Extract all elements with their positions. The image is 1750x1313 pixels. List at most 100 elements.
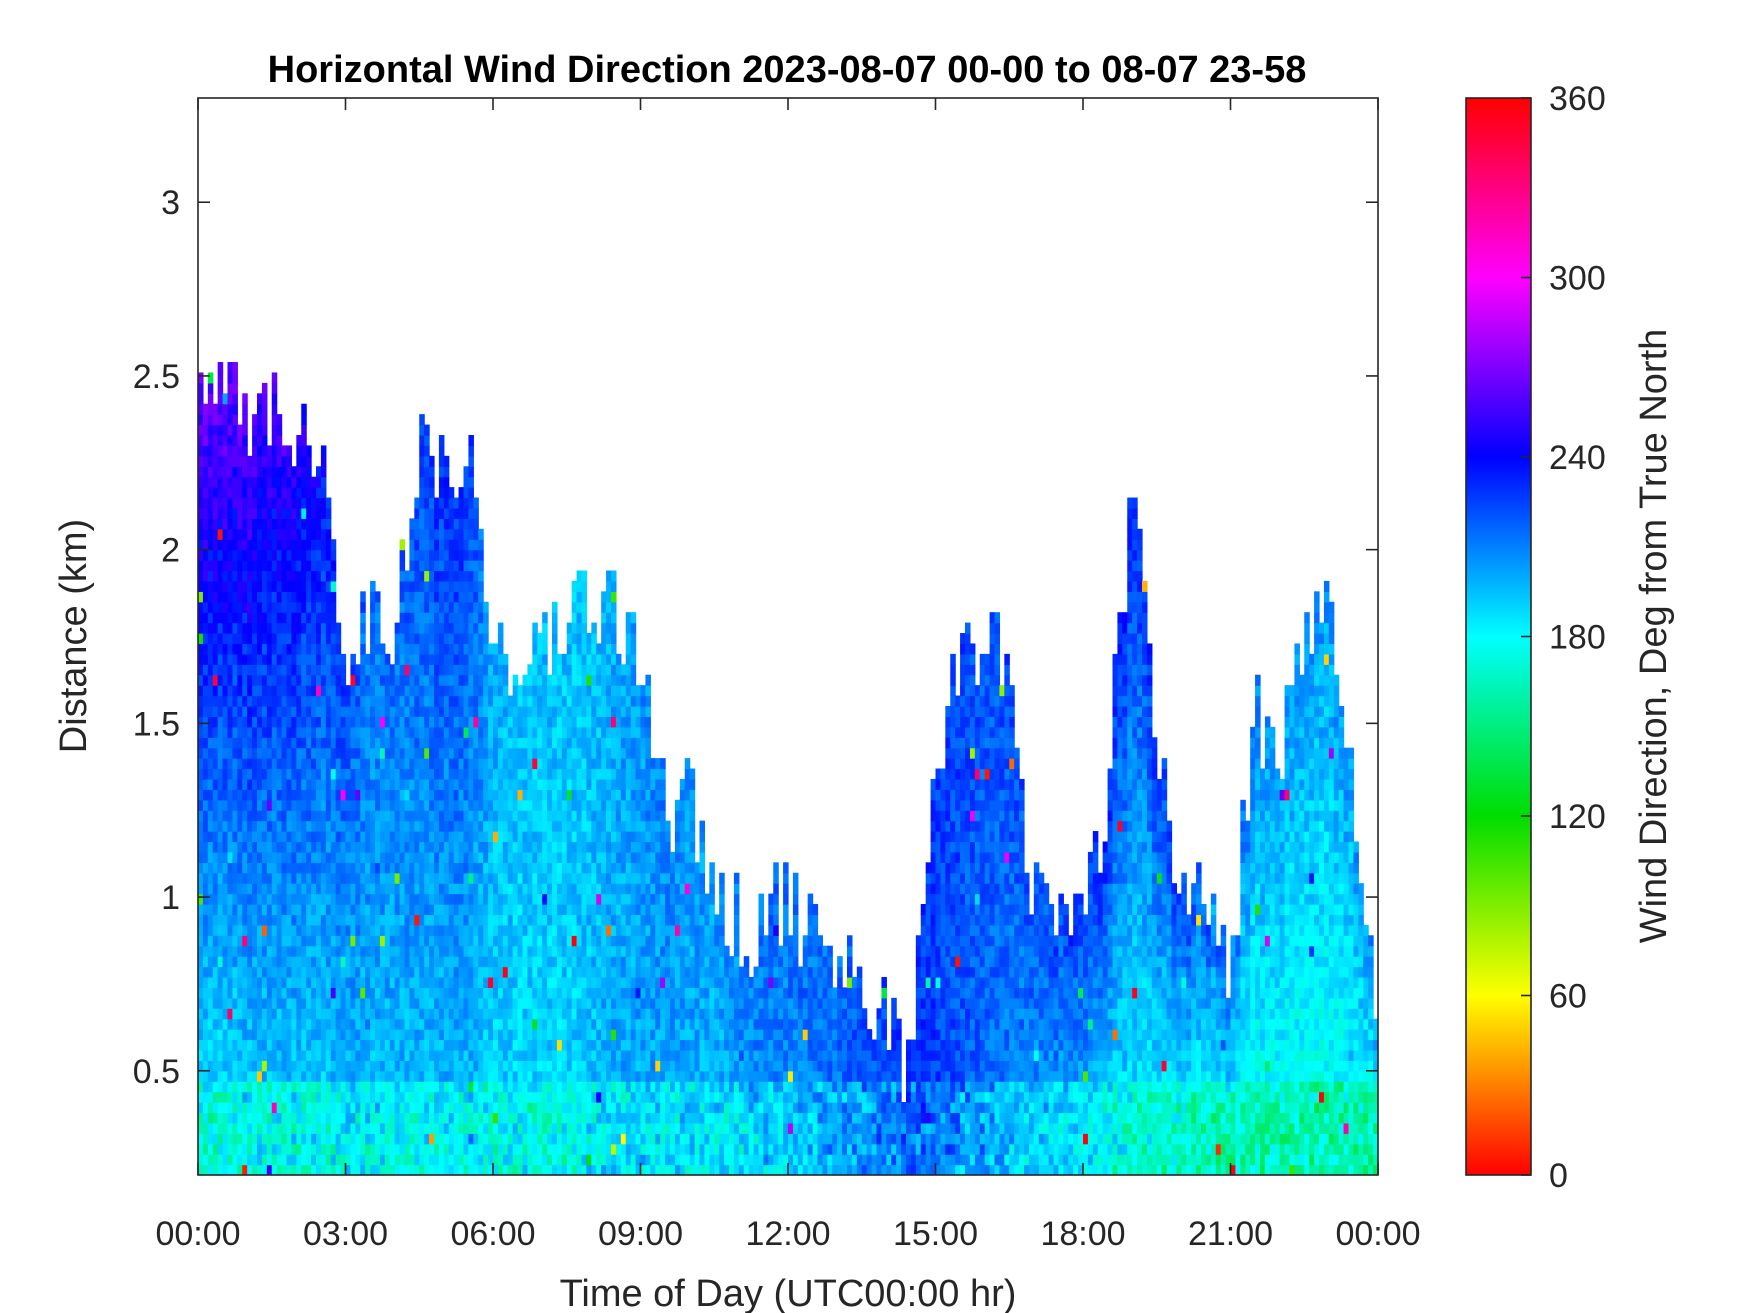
heatmap-cell <box>384 883 391 895</box>
heatmap-cell <box>242 935 248 947</box>
heatmap-cell <box>522 820 529 832</box>
heatmap-cell <box>409 549 415 561</box>
heatmap-cell <box>350 1112 356 1124</box>
heatmap-cell <box>463 653 470 665</box>
heatmap-cell <box>502 987 509 999</box>
heatmap-cell <box>473 841 479 853</box>
heatmap-cell <box>419 1060 425 1072</box>
heatmap-cell <box>291 1060 297 1072</box>
heatmap-cell <box>301 1008 307 1020</box>
heatmap-cell <box>404 1060 411 1072</box>
heatmap-cell <box>281 945 288 957</box>
heatmap-cell <box>350 674 356 686</box>
heatmap-cell <box>493 810 499 822</box>
heatmap-cell <box>212 799 219 811</box>
heatmap-cell <box>350 747 356 759</box>
heatmap-cell <box>237 445 243 457</box>
heatmap-cell <box>448 633 455 645</box>
heatmap-cell <box>286 580 293 592</box>
heatmap-cell <box>488 1081 494 1093</box>
heatmap-cell <box>316 1039 322 1051</box>
heatmap-cell <box>561 987 568 999</box>
heatmap-cell <box>552 872 558 884</box>
heatmap-cell <box>488 747 494 759</box>
heatmap-cell <box>232 1008 238 1020</box>
heatmap-cell <box>404 924 411 936</box>
heatmap-cell <box>257 643 263 655</box>
heatmap-cell <box>261 1029 268 1041</box>
heatmap-cell <box>257 789 263 801</box>
heatmap-cell <box>335 778 342 790</box>
heatmap-cell <box>468 653 474 665</box>
heatmap-cell <box>198 528 204 540</box>
heatmap-cell <box>488 1133 494 1145</box>
heatmap-cell <box>296 976 302 988</box>
heatmap-cell <box>438 612 445 624</box>
heatmap-cell <box>301 768 307 780</box>
heatmap-cell <box>522 747 529 759</box>
heatmap-cell <box>512 789 519 801</box>
heatmap-cell <box>242 1102 248 1114</box>
heatmap-cell <box>212 883 219 895</box>
heatmap-cell <box>552 758 558 770</box>
heatmap-cell <box>316 1133 322 1145</box>
heatmap-cell <box>552 695 558 707</box>
heatmap-cell <box>483 664 489 676</box>
heatmap-cell <box>502 1143 509 1155</box>
heatmap-cell <box>547 966 553 978</box>
heatmap-cell <box>375 1112 381 1124</box>
heatmap-cell <box>227 633 234 645</box>
heatmap-cell <box>448 653 455 665</box>
heatmap-cell <box>561 1070 568 1082</box>
heatmap-cell <box>497 841 504 853</box>
heatmap-cell <box>414 976 420 988</box>
heatmap-cell <box>217 789 224 801</box>
heatmap-cell <box>350 1122 356 1134</box>
heatmap-cell <box>247 1029 253 1041</box>
heatmap-cell <box>409 612 415 624</box>
heatmap-cell <box>497 987 504 999</box>
heatmap-cell <box>537 1060 543 1072</box>
heatmap-cell <box>247 633 253 645</box>
heatmap-cell <box>468 1029 474 1041</box>
heatmap-cell <box>257 393 263 405</box>
heatmap-cell <box>375 643 381 655</box>
heatmap-cell <box>212 1029 219 1041</box>
heatmap-cell <box>276 997 283 1009</box>
heatmap-cell <box>379 976 386 988</box>
heatmap-cell <box>281 716 288 728</box>
heatmap-cell <box>217 1070 224 1082</box>
heatmap-cell <box>271 643 278 655</box>
heatmap-cell <box>478 789 484 801</box>
heatmap-cell <box>217 1122 224 1134</box>
heatmap-cell <box>311 591 317 603</box>
heatmap-cell <box>404 705 411 717</box>
heatmap-cell <box>453 539 460 551</box>
heatmap-cell <box>542 1102 548 1114</box>
heatmap-cell <box>266 705 273 717</box>
heatmap-cell <box>222 497 229 509</box>
heatmap-cell <box>276 747 283 759</box>
heatmap-cell <box>301 1122 307 1134</box>
heatmap-cell <box>473 831 479 843</box>
heatmap-cell <box>207 726 214 738</box>
heatmap-cell <box>370 695 376 707</box>
heatmap-cell <box>438 653 445 665</box>
heatmap-cell <box>532 1039 538 1051</box>
heatmap-cell <box>591 851 597 863</box>
heatmap-cell <box>473 1112 479 1124</box>
heatmap-cell <box>443 945 450 957</box>
heatmap-cell <box>429 633 435 645</box>
heatmap-cell <box>247 726 253 738</box>
heatmap-cell <box>429 539 435 551</box>
heatmap-cell <box>384 778 391 790</box>
heatmap-cell <box>497 810 504 822</box>
heatmap-cell <box>320 810 327 822</box>
heatmap-cell <box>404 997 411 1009</box>
heatmap-cell <box>237 487 243 499</box>
heatmap-cell <box>316 570 322 582</box>
heatmap-cell <box>463 1122 470 1134</box>
heatmap-cell <box>591 1164 597 1175</box>
heatmap-cell <box>202 1008 209 1020</box>
heatmap-cell <box>438 976 445 988</box>
